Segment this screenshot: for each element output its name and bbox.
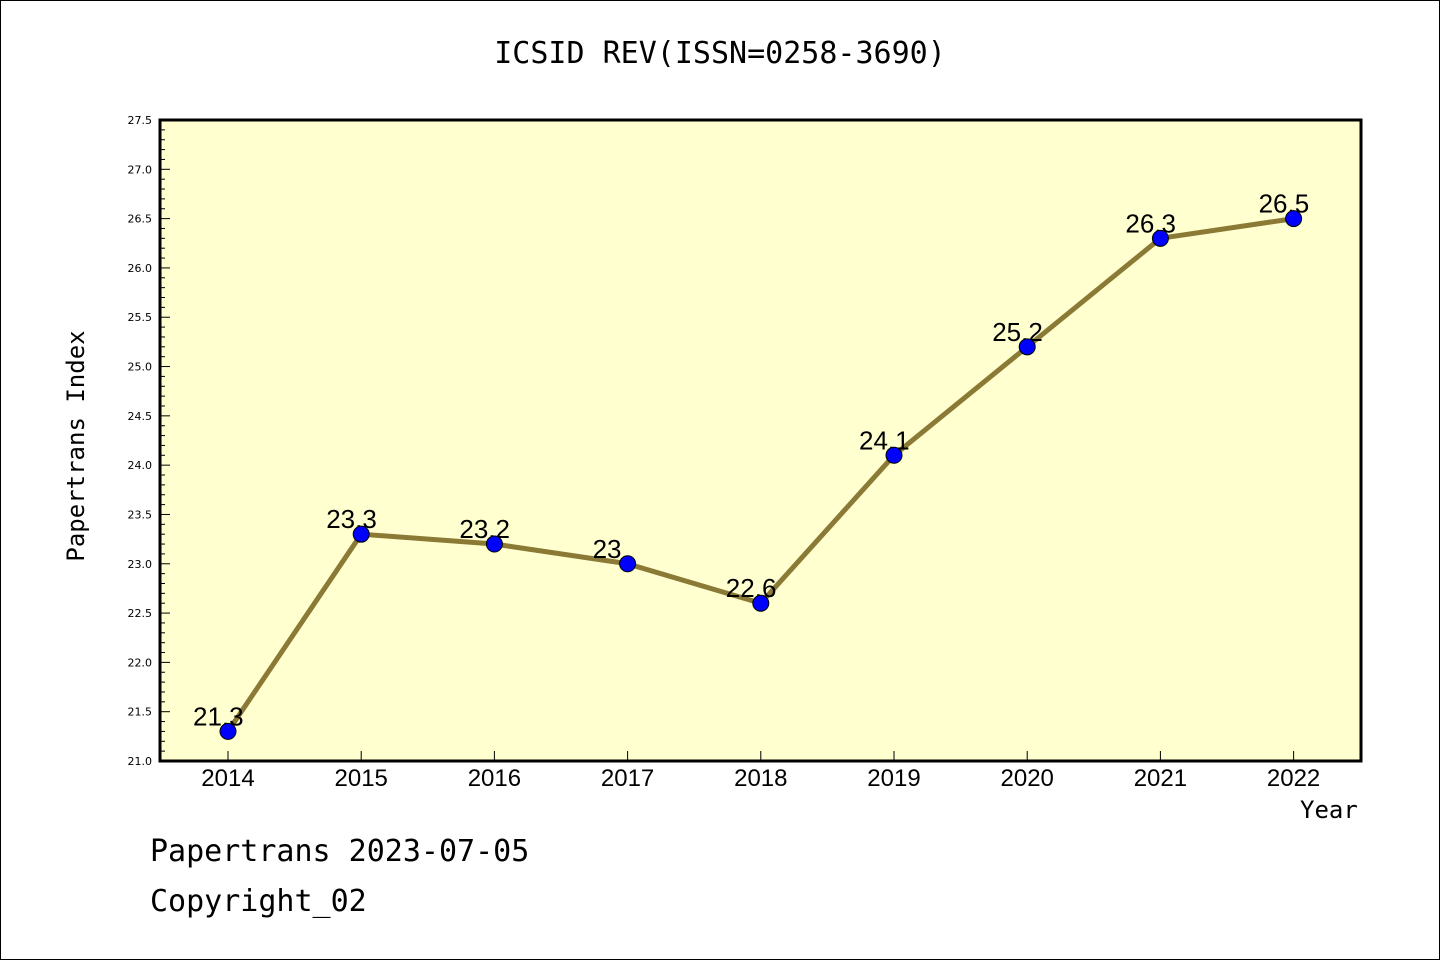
x-tick-label: 2021 <box>1134 765 1187 792</box>
footer-date: Papertrans 2023-07-05 <box>150 834 530 869</box>
y-tick-label: 22.0 <box>128 656 153 669</box>
data-label: 22.6 <box>726 573 777 603</box>
data-point <box>885 446 903 464</box>
data-label: 26.5 <box>1259 189 1310 219</box>
data-point <box>1285 210 1303 228</box>
data-label: 24.1 <box>859 425 910 455</box>
x-axis-label: Year <box>1300 796 1358 824</box>
y-tick-label: 25.5 <box>128 311 153 324</box>
y-tick-label: 26.5 <box>128 213 153 226</box>
data-point <box>1151 229 1169 247</box>
data-label: 25.2 <box>992 317 1043 347</box>
x-tick-label: 2014 <box>201 765 254 792</box>
data-point <box>352 525 370 543</box>
y-tick-label: 21.0 <box>128 755 153 768</box>
data-label: 23.3 <box>326 504 377 534</box>
y-tick-label: 27.0 <box>128 163 153 176</box>
x-tick-label: 2020 <box>1001 765 1054 792</box>
plot-area <box>160 120 1361 761</box>
x-tick-label: 2022 <box>1267 765 1320 792</box>
y-tick-label: 27.5 <box>128 114 153 127</box>
plot-border <box>158 118 1363 763</box>
y-tick-label: 21.5 <box>128 706 153 719</box>
y-tick-label: 23.5 <box>128 508 153 521</box>
data-point <box>619 555 637 573</box>
y-tick-label: 22.5 <box>128 607 153 620</box>
x-tick-label: 2015 <box>335 765 388 792</box>
data-label: 23 <box>593 534 622 564</box>
y-tick-label: 25.0 <box>128 361 153 374</box>
y-tick-label: 26.0 <box>128 262 153 275</box>
x-tick-label: 2018 <box>734 765 787 792</box>
data-point <box>1018 338 1036 356</box>
x-tick-label: 2017 <box>601 765 654 792</box>
data-point <box>485 535 503 553</box>
data-label: 23.2 <box>459 514 510 544</box>
data-point <box>752 594 770 612</box>
y-tick-label: 24.5 <box>128 410 153 423</box>
x-tick-label: 2019 <box>867 765 920 792</box>
footer-copyright: Copyright_02 <box>150 884 367 919</box>
x-tick-label: 2016 <box>468 765 521 792</box>
y-tick-label: 24.0 <box>128 459 153 472</box>
data-point <box>219 722 237 740</box>
data-label: 26.3 <box>1125 208 1176 238</box>
chart-title: ICSID REV(ISSN=0258-3690) <box>494 36 946 71</box>
data-label: 21.3 <box>193 701 244 731</box>
y-tick-label: 23.0 <box>128 558 153 571</box>
